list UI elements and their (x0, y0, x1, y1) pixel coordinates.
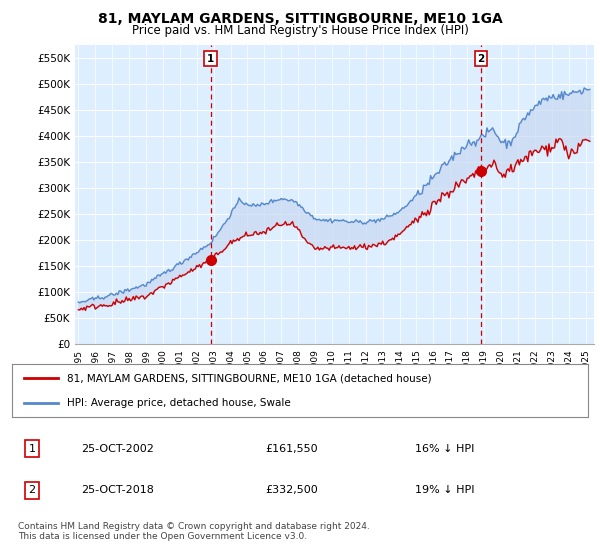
Text: 19% ↓ HPI: 19% ↓ HPI (415, 486, 475, 495)
Text: 2: 2 (29, 486, 36, 495)
Text: 25-OCT-2002: 25-OCT-2002 (81, 444, 154, 454)
Text: Price paid vs. HM Land Registry's House Price Index (HPI): Price paid vs. HM Land Registry's House … (131, 24, 469, 37)
Text: 2: 2 (478, 54, 485, 64)
Text: £161,550: £161,550 (265, 444, 318, 454)
Text: 25-OCT-2018: 25-OCT-2018 (81, 486, 154, 495)
Text: 81, MAYLAM GARDENS, SITTINGBOURNE, ME10 1GA (detached house): 81, MAYLAM GARDENS, SITTINGBOURNE, ME10 … (67, 374, 431, 384)
Text: 81, MAYLAM GARDENS, SITTINGBOURNE, ME10 1GA: 81, MAYLAM GARDENS, SITTINGBOURNE, ME10 … (98, 12, 502, 26)
Text: HPI: Average price, detached house, Swale: HPI: Average price, detached house, Swal… (67, 398, 290, 408)
Text: 1: 1 (29, 444, 35, 454)
Text: 16% ↓ HPI: 16% ↓ HPI (415, 444, 475, 454)
Text: £332,500: £332,500 (265, 486, 318, 495)
Text: 1: 1 (207, 54, 214, 64)
Text: Contains HM Land Registry data © Crown copyright and database right 2024.
This d: Contains HM Land Registry data © Crown c… (18, 522, 370, 542)
